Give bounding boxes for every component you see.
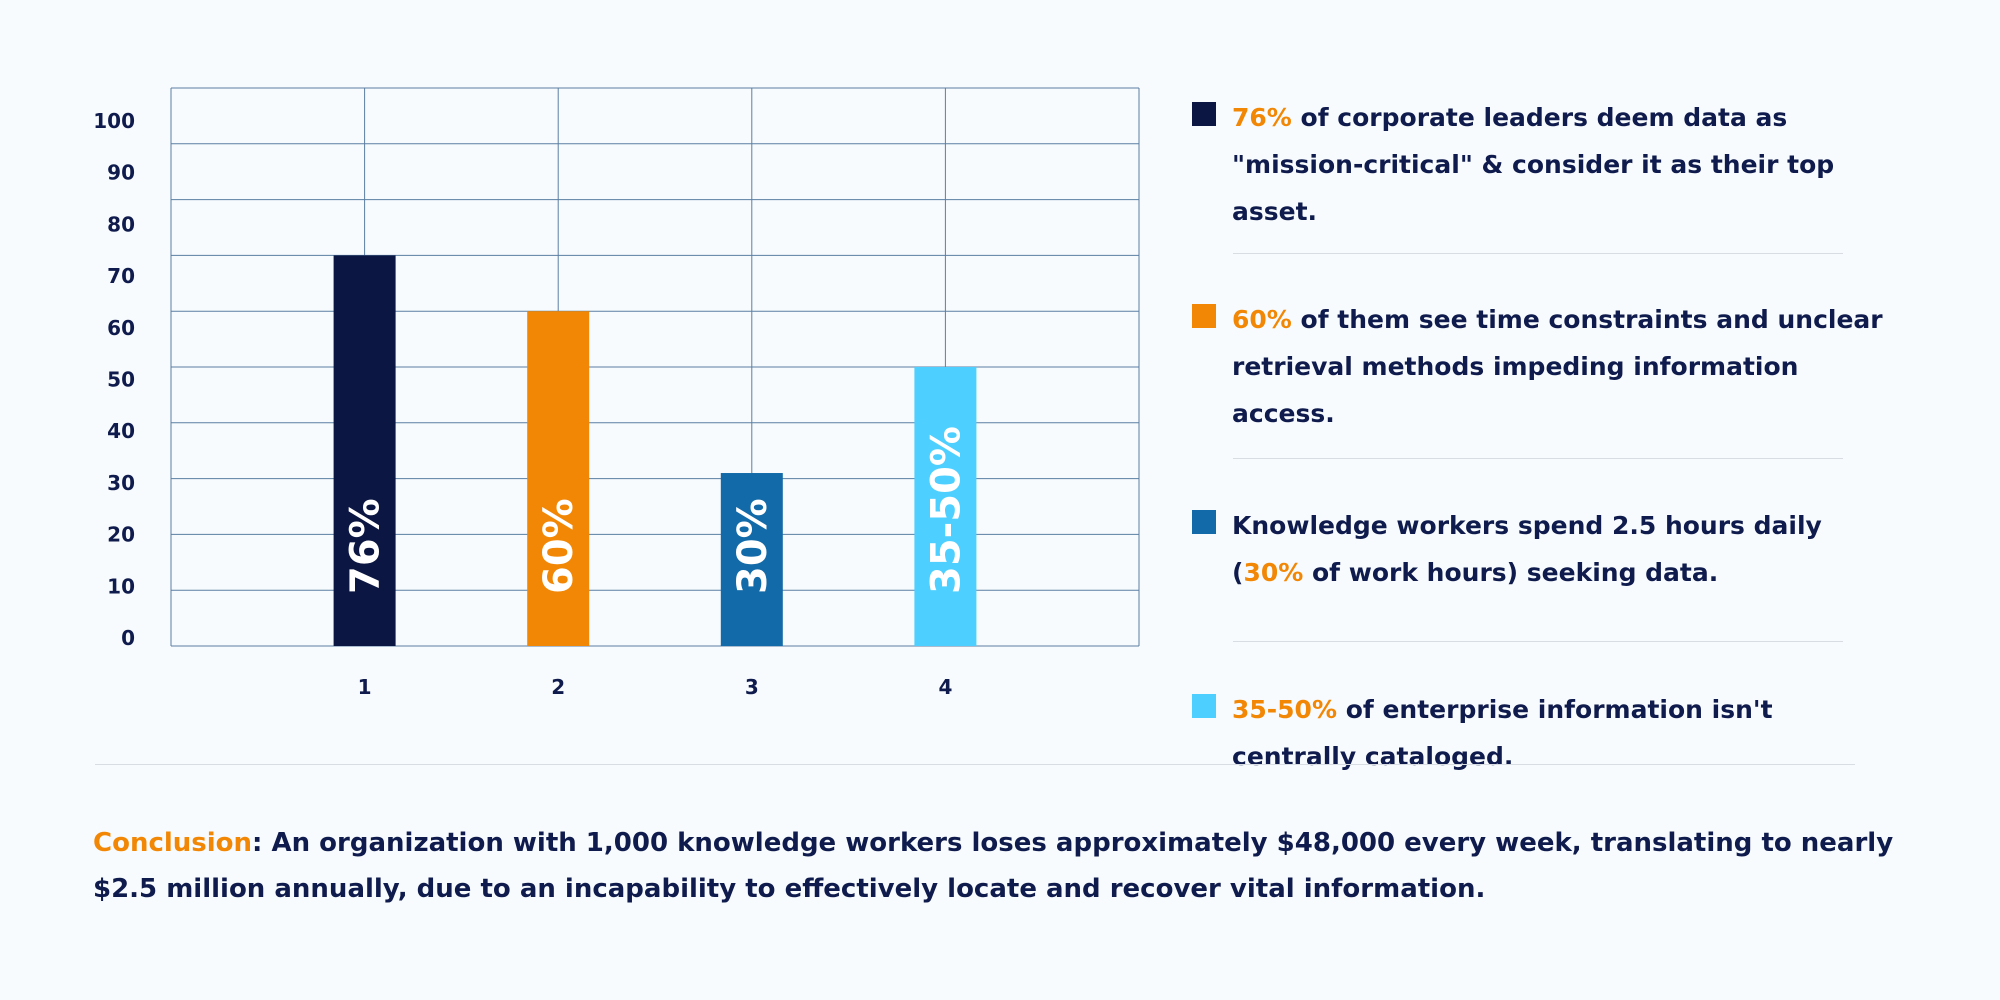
legend-divider — [1233, 458, 1843, 459]
conclusion-paragraph: Conclusion: An organization with 1,000 k… — [93, 820, 1933, 912]
conclusion-text: : An organization with 1,000 knowledge w… — [93, 828, 1894, 904]
y-tick-label: 0 — [121, 626, 135, 650]
y-tick-label: 10 — [107, 574, 135, 598]
bar-3 — [720, 473, 783, 646]
y-tick-label: 40 — [107, 419, 135, 443]
y-tick-label: 20 — [107, 523, 135, 547]
y-tick-label: 100 — [93, 109, 135, 133]
legend-text-2: 60% of them see time constraints and unc… — [1232, 296, 1892, 437]
y-tick-label: 70 — [107, 264, 135, 288]
bar-data-label: 60% — [536, 498, 582, 594]
legend-text-after-4: of enterprise information isn't centrall… — [1232, 695, 1773, 771]
section-divider — [95, 764, 1855, 765]
x-tick-label: 3 — [745, 675, 759, 699]
legend-swatch-1 — [1192, 102, 1216, 126]
legend-item-2: 60% of them see time constraints and unc… — [1192, 296, 1952, 437]
conclusion-label: Conclusion — [93, 828, 253, 858]
legend-swatch-3 — [1192, 510, 1216, 534]
bar-2 — [527, 311, 590, 646]
legend-divider — [1233, 253, 1843, 254]
legend-text-1: 76% of corporate leaders deem data as "m… — [1232, 94, 1882, 235]
y-tick-label: 50 — [107, 368, 135, 392]
y-tick-label: 60 — [107, 316, 135, 340]
legend-divider — [1233, 641, 1843, 642]
legend-text-after-1: of corporate leaders deem data as "missi… — [1232, 103, 1835, 226]
legend-item-1: 76% of corporate leaders deem data as "m… — [1192, 94, 1952, 235]
legend-swatch-2 — [1192, 304, 1216, 328]
legend-swatch-4 — [1192, 694, 1216, 718]
y-tick-label: 80 — [107, 212, 135, 236]
legend-highlight-1: 76% — [1232, 103, 1292, 132]
legend-text-before-3: Knowledge workers spend 2.5 hours daily … — [1232, 511, 1822, 587]
bar-1 — [333, 255, 396, 646]
legend-highlight-3: 30% — [1243, 558, 1304, 587]
x-tick-label: 2 — [551, 675, 565, 699]
legend-text-after-3: of work hours) seeking data. — [1303, 558, 1719, 587]
y-tick-label: 30 — [107, 471, 135, 495]
bar-chart: 0 10 20 30 40 50 60 70 80 90 100 76% 1 60% 2 30% 3 35-50%… — [93, 87, 1140, 699]
legend-item-4: 35-50% of enterprise information isn't c… — [1192, 686, 1952, 780]
bar-data-label: 35-50% — [923, 426, 969, 594]
legend-item-3: Knowledge workers spend 2.5 hours daily … — [1192, 502, 1952, 596]
bar-data-label: 76% — [343, 498, 389, 594]
legend-text-3: Knowledge workers spend 2.5 hours daily … — [1232, 502, 1842, 596]
x-tick-label: 4 — [938, 675, 952, 699]
chart-legend: 76% of corporate leaders deem data as "m… — [1192, 94, 1952, 780]
legend-highlight-2: 60% — [1232, 305, 1292, 334]
x-tick-label: 1 — [358, 675, 372, 699]
legend-text-4: 35-50% of enterprise information isn't c… — [1232, 686, 1842, 780]
bar-data-label: 30% — [730, 498, 776, 594]
legend-highlight-4: 35-50% — [1232, 695, 1338, 724]
legend-text-after-2: of them see time constraints and unclear… — [1232, 305, 1883, 428]
y-tick-label: 90 — [107, 161, 135, 185]
bar-4 — [914, 367, 977, 646]
